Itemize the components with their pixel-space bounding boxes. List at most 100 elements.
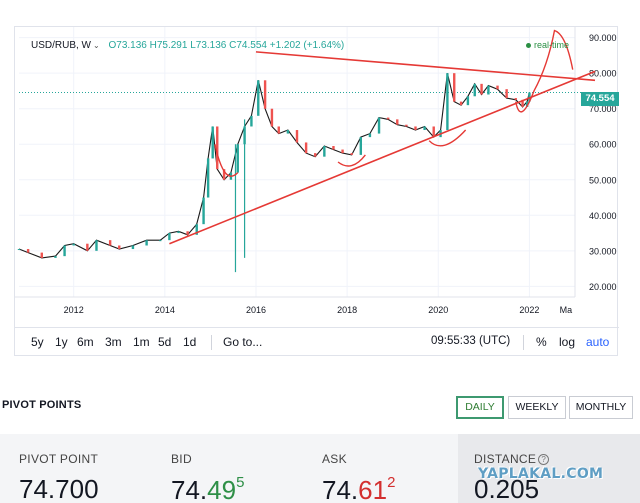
timeframe-1m[interactable]: 1m [133,335,150,349]
log-toggle[interactable]: log [559,335,576,349]
price-candle [63,245,66,257]
y-tick-label: 70.000 [589,104,617,114]
ask-value-highlight: 61 [358,475,388,503]
price-candle [159,240,162,242]
annotation-scribble [214,144,239,177]
price-candle [216,126,219,170]
last-price-label: 74.554 [581,92,619,106]
price-candle [54,256,57,258]
price-candle [72,243,75,246]
ohlc-readout: O73.136 H75.291 L73.136 C74.554 +1.202 (… [108,40,345,51]
symbol-selector[interactable]: USD/RUB, W ⌄ [31,40,100,51]
chevron-down-icon: ⌄ [93,41,100,50]
price-candle [263,80,267,109]
pivot-stats-panel: PIVOT POINT 74.700 BID 74.495 ASK 74.612… [0,434,640,503]
price-candle [386,117,390,120]
price-candle [118,245,121,250]
y-tick-label: 60.000 [589,140,617,150]
tab-daily[interactable]: DAILY [456,396,504,419]
price-candle [396,119,399,125]
timeframe-1y[interactable]: 1y [55,335,68,349]
price-candle [459,101,463,106]
price-candle [332,146,335,150]
price-candle [368,133,372,138]
price-candle [496,85,499,90]
pivot-points-heading: PIVOT POINTS [2,399,82,411]
y-tick-label: 20.000 [589,282,617,292]
price-candle [473,83,476,97]
distance-panel [458,434,640,503]
price-chart[interactable]: 90.000 80.000 70.000 60.000 50.000 40.000 30.0… [15,27,619,327]
timeframe-1d[interactable]: 1d [183,335,197,349]
timeframe-5y[interactable]: 5y [31,335,44,349]
forecast-scribble [515,29,574,113]
toolbar-divider-2 [523,335,524,350]
price-candle [131,245,135,250]
x-tick-label: Ma [560,305,573,315]
price-candle [250,115,253,127]
price-candle [525,101,529,107]
price-candle [270,108,274,127]
pivot-point-value: 74.700 [19,474,99,503]
price-candle [186,231,189,235]
tab-monthly[interactable]: MONTHLY [569,396,633,419]
symbol-label: USD/RUB, W [31,40,91,51]
x-tick-label: 2022 [519,305,539,315]
y-tick-label: 50.000 [589,175,617,185]
ask-value: 74.612 [322,474,395,503]
bid-value-highlight: 49 [207,475,237,503]
annotation-scribble [337,154,366,167]
price-candle [86,243,89,251]
price-candle [480,83,483,95]
distance-label: DISTANCE [474,452,537,466]
price-candle [432,126,435,138]
distance-value: 0.205 [474,474,540,503]
realtime-indicator: real-time [526,40,569,50]
y-tick-label: 80.000 [589,69,617,79]
price-candle [359,137,363,155]
pivot-point-label: PIVOT POINT [19,452,99,466]
percent-toggle[interactable]: % [536,335,547,349]
chart-toolbar: 5y 1y 6m 3m 1m 5d 1d Go to... 09:55:33 (… [15,327,619,356]
timeframe-3m[interactable]: 3m [105,335,122,349]
price-candle [446,73,449,131]
ask-value-main: 74. [322,475,359,503]
price-candle [453,73,456,102]
x-tick-label: 2014 [155,305,175,315]
distance-label-wrap: DISTANCE? [474,452,550,466]
price-candle [304,142,308,154]
utc-clock[interactable]: 09:55:33 (UTC) [431,335,511,347]
resistance-trendline [255,51,596,82]
price-candle [528,92,531,102]
tab-weekly[interactable]: WEEKLY [508,396,566,419]
help-icon[interactable]: ? [538,454,550,465]
price-candle [414,126,417,131]
price-candle [202,197,205,225]
auto-toggle[interactable]: auto [586,335,610,349]
ask-label: ASK [322,452,347,466]
realtime-label: real-time [534,40,570,50]
toolbar-divider [211,335,212,350]
price-candle [108,240,112,246]
y-tick-label: 90.000 [589,33,617,43]
bid-value-pip: 5 [236,474,245,491]
price-candle [377,117,381,134]
price-candle [487,85,490,95]
price-candle [145,240,148,246]
price-candle [195,224,198,235]
watermark-text: YAPLAKAL.COM [478,466,604,482]
price-candle [286,130,290,134]
timeframe-5d[interactable]: 5d [158,335,172,349]
price-candle [521,99,524,107]
chart-widget: 90.000 80.000 70.000 60.000 50.000 40.000 30.0… [14,26,619,356]
price-candle [314,153,317,157]
timeframe-6m[interactable]: 6m [77,335,94,349]
ask-value-pip: 2 [387,474,396,491]
price-candle [295,130,299,143]
price-candle [505,89,508,99]
price-candle [168,233,171,241]
price-candle [17,249,21,251]
goto-button[interactable]: Go to... [223,335,263,349]
price-candle [323,146,326,157]
bid-value: 74.495 [171,474,244,503]
